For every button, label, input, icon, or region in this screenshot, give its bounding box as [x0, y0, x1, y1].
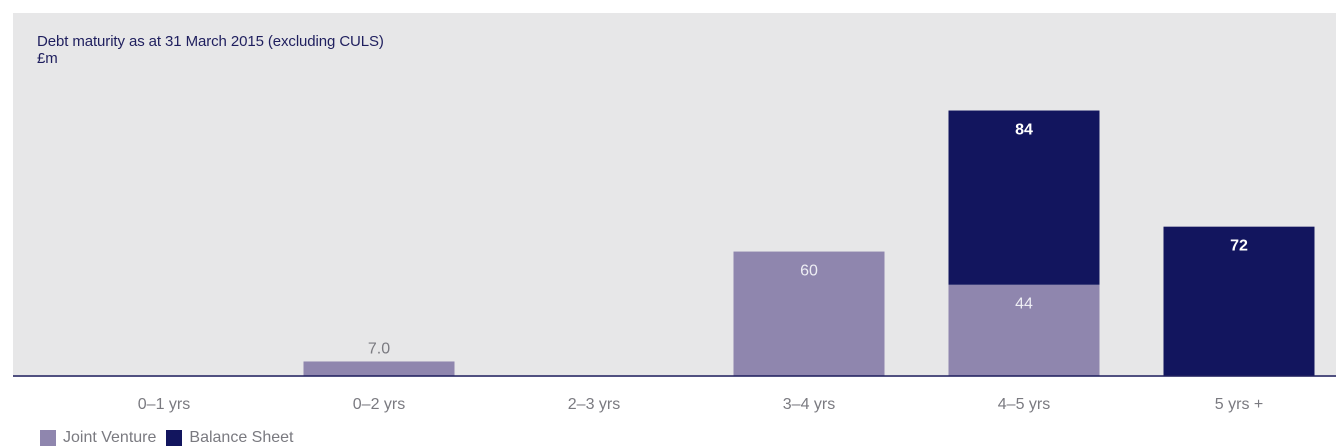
x-tick-label-0: 0–1 yrs: [138, 396, 190, 413]
chart-panel: Debt maturity as at 31 March 2015 (exclu…: [13, 13, 1336, 377]
x-tick-label-5: 5 yrs +: [1215, 396, 1263, 413]
x-tick-label-4: 4–5 yrs: [998, 396, 1050, 413]
legend-label-balance-sheet: Balance Sheet: [189, 429, 294, 446]
bar-joint-venture-3: [733, 251, 885, 376]
legend-swatch-balance-sheet: [166, 430, 183, 446]
bar-joint-venture-1: [303, 361, 455, 376]
bar-balance-sheet-5: [1163, 226, 1315, 376]
data-label-balance-sheet-4: 84: [1015, 122, 1033, 139]
x-tick-label-3: 3–4 yrs: [783, 396, 835, 413]
x-tick-label-2: 2–3 yrs: [568, 396, 620, 413]
chart-title: Debt maturity as at 31 March 2015 (exclu…: [37, 33, 384, 50]
legend-label-joint-venture: Joint Venture: [63, 429, 157, 446]
data-label-joint-venture-3: 60: [800, 263, 818, 280]
chart-y-unit: £m: [37, 50, 58, 67]
x-tick-label-1: 0–2 yrs: [353, 396, 405, 413]
legend-item-balance-sheet: Balance Sheet: [166, 429, 293, 447]
chart-legend: Joint Venture Balance Sheet: [40, 428, 303, 448]
legend-swatch-joint-venture: [40, 430, 56, 446]
data-label-joint-venture-1: 7.0: [368, 340, 390, 357]
legend-item-joint-venture: Joint Venture: [40, 429, 156, 447]
bar-joint-venture-4: [948, 284, 1100, 376]
data-label-joint-venture-4: 44: [1015, 296, 1033, 313]
data-label-balance-sheet-5: 72: [1230, 238, 1248, 255]
bar-balance-sheet-4: [948, 110, 1100, 285]
